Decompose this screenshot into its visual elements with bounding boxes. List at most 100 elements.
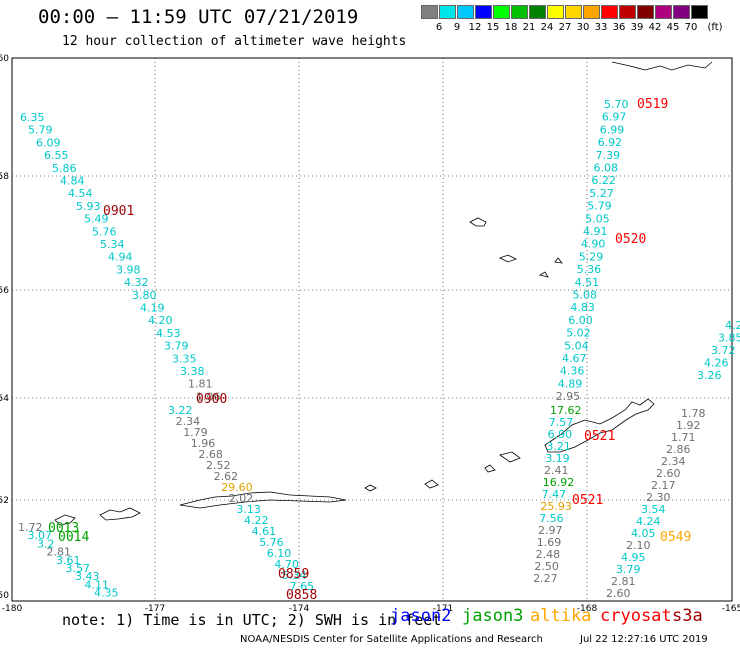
wave-height-value: 2.60 xyxy=(656,467,681,480)
wave-height-value: 6.99 xyxy=(600,123,625,136)
legend-swatch xyxy=(565,5,582,19)
wave-height-value: 5.93 xyxy=(76,200,101,213)
wave-height-value: 4.26 xyxy=(704,357,729,370)
wave-height-value: 2.02 xyxy=(229,492,254,505)
lat-tick-label: 60 xyxy=(0,54,9,64)
legend-label: 12 xyxy=(468,22,482,33)
satellite-jason3: jason3 xyxy=(462,606,524,626)
legend-swatch xyxy=(511,5,528,19)
wave-height-value: 6.97 xyxy=(602,111,627,124)
note-text: note: 1) Time is in UTC; 2) SWH is in fe… xyxy=(62,611,442,629)
wave-height-value: 5.49 xyxy=(84,213,109,226)
pass-time-label: 0521 xyxy=(584,429,615,444)
legend-swatch xyxy=(673,5,690,19)
timestamp-text: Jul 22 12:27:16 UTC 2019 xyxy=(580,634,708,645)
wave-height-value: 4.83 xyxy=(570,301,595,314)
wave-height-value: 3.35 xyxy=(172,352,197,365)
wave-height-value: 4.89 xyxy=(558,377,583,390)
wave-height-value: 4.22 xyxy=(244,514,269,527)
wave-height-value: 3.98 xyxy=(116,263,141,276)
lon-tick-label: -171 xyxy=(433,604,453,614)
wave-height-value: 1.92 xyxy=(676,419,701,432)
wave-height-value: 5.76 xyxy=(92,225,117,238)
wave-height-value: 3.61 xyxy=(56,554,81,567)
satellite-s3a: s3a xyxy=(672,606,703,626)
wave-height-value: 4.94 xyxy=(108,251,133,264)
lon-tick-label: -174 xyxy=(289,604,310,614)
legend-label: 27 xyxy=(558,22,572,33)
lat-tick-label: 58 xyxy=(0,172,9,182)
legend-label: 70 xyxy=(684,22,698,33)
wave-height-value: 3.19 xyxy=(545,452,570,465)
pass-time-label: 0519 xyxy=(637,97,668,112)
wave-height-value: 5.34 xyxy=(282,569,307,582)
wave-height-value: 2.41 xyxy=(544,464,569,477)
wave-height-value: 2.10 xyxy=(626,539,651,552)
coastline xyxy=(54,61,713,526)
wave-height-value: 4.67 xyxy=(562,352,587,365)
page-title: 00:00 – 11:59 UTC 07/21/2019 xyxy=(38,6,359,28)
wave-height-value: 6.10 xyxy=(267,547,292,560)
wave-height-value: 2.81 xyxy=(611,575,636,588)
legend-swatch xyxy=(547,5,564,19)
wave-height-value: 4.20 xyxy=(148,314,173,327)
legend-swatch xyxy=(439,5,456,19)
wave-height-value: 1.96 xyxy=(191,437,216,450)
wave-height-value: 4.2 xyxy=(725,319,740,332)
wave-height-value: 5.36 xyxy=(577,263,602,276)
lon-tick-label: -165 xyxy=(722,604,740,614)
wave-height-value: 3.54 xyxy=(641,503,666,516)
wave-height-value: 3.79 xyxy=(616,563,641,576)
legend-label: 9 xyxy=(453,22,461,33)
page-subtitle: 12 hour collection of altimeter wave hei… xyxy=(62,34,407,49)
wave-height-value: 2.60 xyxy=(606,587,631,600)
wave-height-value: 2.86 xyxy=(666,443,691,456)
wave-height-value: 6.08 xyxy=(594,162,619,175)
wave-height-value: 2.34 xyxy=(661,455,686,468)
legend-swatch xyxy=(601,5,618,19)
wave-height-value: 3.26 xyxy=(697,369,722,382)
wave-height-value: 6.00 xyxy=(568,314,593,327)
wave-height-value: 29.60 xyxy=(221,481,253,494)
legend-swatch xyxy=(457,5,474,19)
wave-height-value: 2.62 xyxy=(214,470,239,483)
wave-height-value: 1.72 xyxy=(18,521,43,534)
wave-height-value: 4.91 xyxy=(583,225,608,238)
pass-time-label: 0859 xyxy=(278,567,309,582)
wave-height-value: 4.54 xyxy=(68,187,93,200)
wave-height-value: 3.80 xyxy=(132,289,157,302)
legend-label: 42 xyxy=(648,22,662,33)
legend-label: 21 xyxy=(522,22,536,33)
wave-height-value: 5.86 xyxy=(52,162,77,175)
satellite-altika: altika xyxy=(530,606,592,626)
wave-height-value: 2.17 xyxy=(651,479,676,492)
legend-label: 24 xyxy=(540,22,554,33)
wave-height-value: 4.35 xyxy=(94,587,119,600)
wave-height-value: 3.79 xyxy=(164,340,189,353)
wave-height-value: 2.48 xyxy=(536,548,561,561)
wave-height-value: 3.72 xyxy=(711,344,736,357)
wave-height-value: 1.81 xyxy=(188,378,213,391)
wave-height-value: 4.53 xyxy=(156,327,181,340)
wave-height-value: 6.92 xyxy=(598,136,623,149)
wave-height-value: 5.29 xyxy=(579,250,604,263)
wave-height-value: 1.06 xyxy=(196,390,221,403)
wave-height-value: 6.22 xyxy=(591,174,616,187)
legend-swatch xyxy=(637,5,654,19)
legend-label: 6 xyxy=(435,22,443,33)
pass-time-label: 0521 xyxy=(572,493,603,508)
wave-height-value: 4.05 xyxy=(631,527,656,540)
satellite-jason2: jason2 xyxy=(390,606,452,626)
wave-height-value: 25.93 xyxy=(540,500,572,513)
legend-label: 18 xyxy=(504,22,518,33)
wave-height-value: 4.90 xyxy=(581,238,606,251)
lat-tick-label: 56 xyxy=(0,286,9,296)
legend-swatch xyxy=(475,5,492,19)
wave-height-value: 5.79 xyxy=(587,200,612,213)
wave-height-value: 5.08 xyxy=(573,289,598,302)
wave-height-value: 2.52 xyxy=(206,459,231,472)
legend-label: 36 xyxy=(612,22,626,33)
wave-height-value: 4.24 xyxy=(636,515,661,528)
legend-swatch xyxy=(655,5,672,19)
wave-height-value: 6.90 xyxy=(548,428,573,441)
